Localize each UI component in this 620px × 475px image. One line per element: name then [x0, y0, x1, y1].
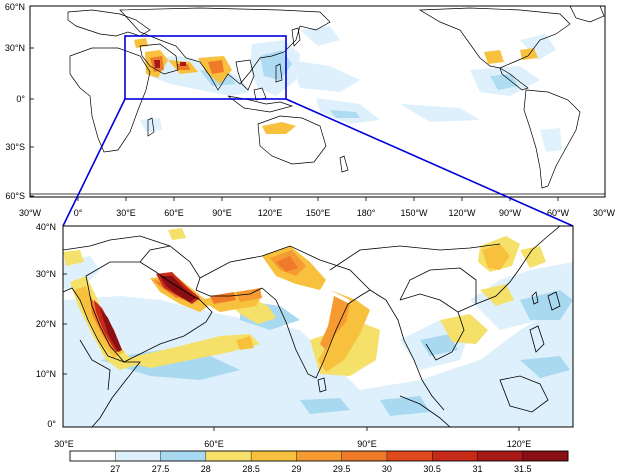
- regional-lat-axis: 40°N 30°N 20°N 10°N 0°: [36, 222, 57, 429]
- colorbar-swatch: [160, 450, 207, 462]
- lon-label-90e: 90°E: [212, 208, 232, 218]
- global-map-frame: [29, 5, 606, 198]
- regional-map: 40°N 30°N 20°N 10°N 0° 30°E 60°E 90°E 12…: [36, 222, 574, 449]
- colorbar-label: 29.5: [333, 464, 351, 474]
- global-map-shading: [134, 26, 562, 152]
- zoom-connector-right: [285, 98, 574, 227]
- colorbar-swatch: [477, 450, 524, 462]
- regional-map-frame: [62, 225, 574, 428]
- lon-label-30w-left: 30°W: [19, 208, 42, 218]
- lat-label-0: 0°: [16, 94, 25, 104]
- lat-label-30n: 30°N: [5, 43, 25, 53]
- colorbar-swatch: [386, 450, 433, 462]
- global-map: 60°N 30°N 0° 30°S 60°S 30°W 0° 30°E 60°E…: [5, 2, 616, 218]
- lat-label-30s: 30°S: [5, 142, 25, 152]
- global-lon-axis: 30°W 0° 30°E 60°E 90°E 120°E 150°E 180° …: [19, 208, 616, 218]
- lon-label-60e-regional: 60°E: [204, 439, 224, 449]
- colorbar-label: 30: [382, 464, 392, 474]
- global-lat-axis: 60°N 30°N 0° 30°S 60°S: [5, 2, 26, 201]
- lon-label-150w: 150°W: [400, 208, 428, 218]
- lat-label-30n-regional: 30°N: [36, 269, 56, 279]
- colorbar-swatch: [205, 450, 252, 462]
- lon-label-60e: 60°E: [164, 208, 184, 218]
- lat-label-10n: 10°N: [36, 369, 56, 379]
- lon-label-120w: 120°W: [448, 208, 476, 218]
- colorbar-label: 28: [201, 464, 211, 474]
- colorbar-label: 31: [472, 464, 482, 474]
- lat-label-0-regional: 0°: [47, 419, 56, 429]
- colorbar-swatch: [250, 450, 297, 462]
- colorbar-label: 29: [291, 464, 301, 474]
- lon-label-150e: 150°E: [306, 208, 331, 218]
- lon-label-0: 0°: [74, 208, 83, 218]
- lon-label-30e: 30°E: [116, 208, 136, 218]
- lon-label-60w: 60°W: [547, 208, 570, 218]
- lon-label-180: 180°: [357, 208, 376, 218]
- regional-lon-axis: 30°E 60°E 90°E 120°E: [54, 439, 531, 449]
- lon-label-120e-regional: 120°E: [507, 439, 532, 449]
- colorbar-swatch: [69, 450, 116, 462]
- colorbar: 27 27.5 28 28.5 29 29.5 30 30.5 31 31.5: [69, 450, 569, 474]
- colorbar-label: 30.5: [423, 464, 441, 474]
- colorbar-label: 28.5: [242, 464, 260, 474]
- lat-label-20n: 20°N: [36, 319, 56, 329]
- lon-label-30e-regional: 30°E: [54, 439, 74, 449]
- colorbar-swatch: [115, 450, 162, 462]
- colorbar-swatch: [296, 450, 343, 462]
- lon-label-90e-regional: 90°E: [357, 439, 377, 449]
- lat-label-40n: 40°N: [36, 222, 56, 232]
- colorbar-swatch: [341, 450, 388, 462]
- colorbar-label: 27: [110, 464, 120, 474]
- lon-label-120e: 120°E: [258, 208, 283, 218]
- lat-label-60n: 60°N: [5, 2, 25, 12]
- colorbar-swatch: [522, 450, 569, 462]
- zoom-connector-left: [62, 98, 126, 227]
- colorbar-label: 27.5: [152, 464, 170, 474]
- regional-coastlines: [63, 226, 561, 427]
- zoom-region-box: [124, 35, 287, 100]
- lon-label-30w-right: 30°W: [593, 208, 616, 218]
- lon-label-90w: 90°W: [499, 208, 522, 218]
- lat-label-60s: 60°S: [5, 191, 25, 201]
- colorbar-labels: 27 27.5 28 28.5 29 29.5 30 30.5 31 31.5: [110, 464, 531, 474]
- colorbar-frame: [69, 450, 569, 462]
- colorbar-swatches: [69, 450, 569, 462]
- global-coastlines: [30, 6, 605, 195]
- colorbar-swatch: [431, 450, 478, 462]
- colorbar-label: 31.5: [514, 464, 532, 474]
